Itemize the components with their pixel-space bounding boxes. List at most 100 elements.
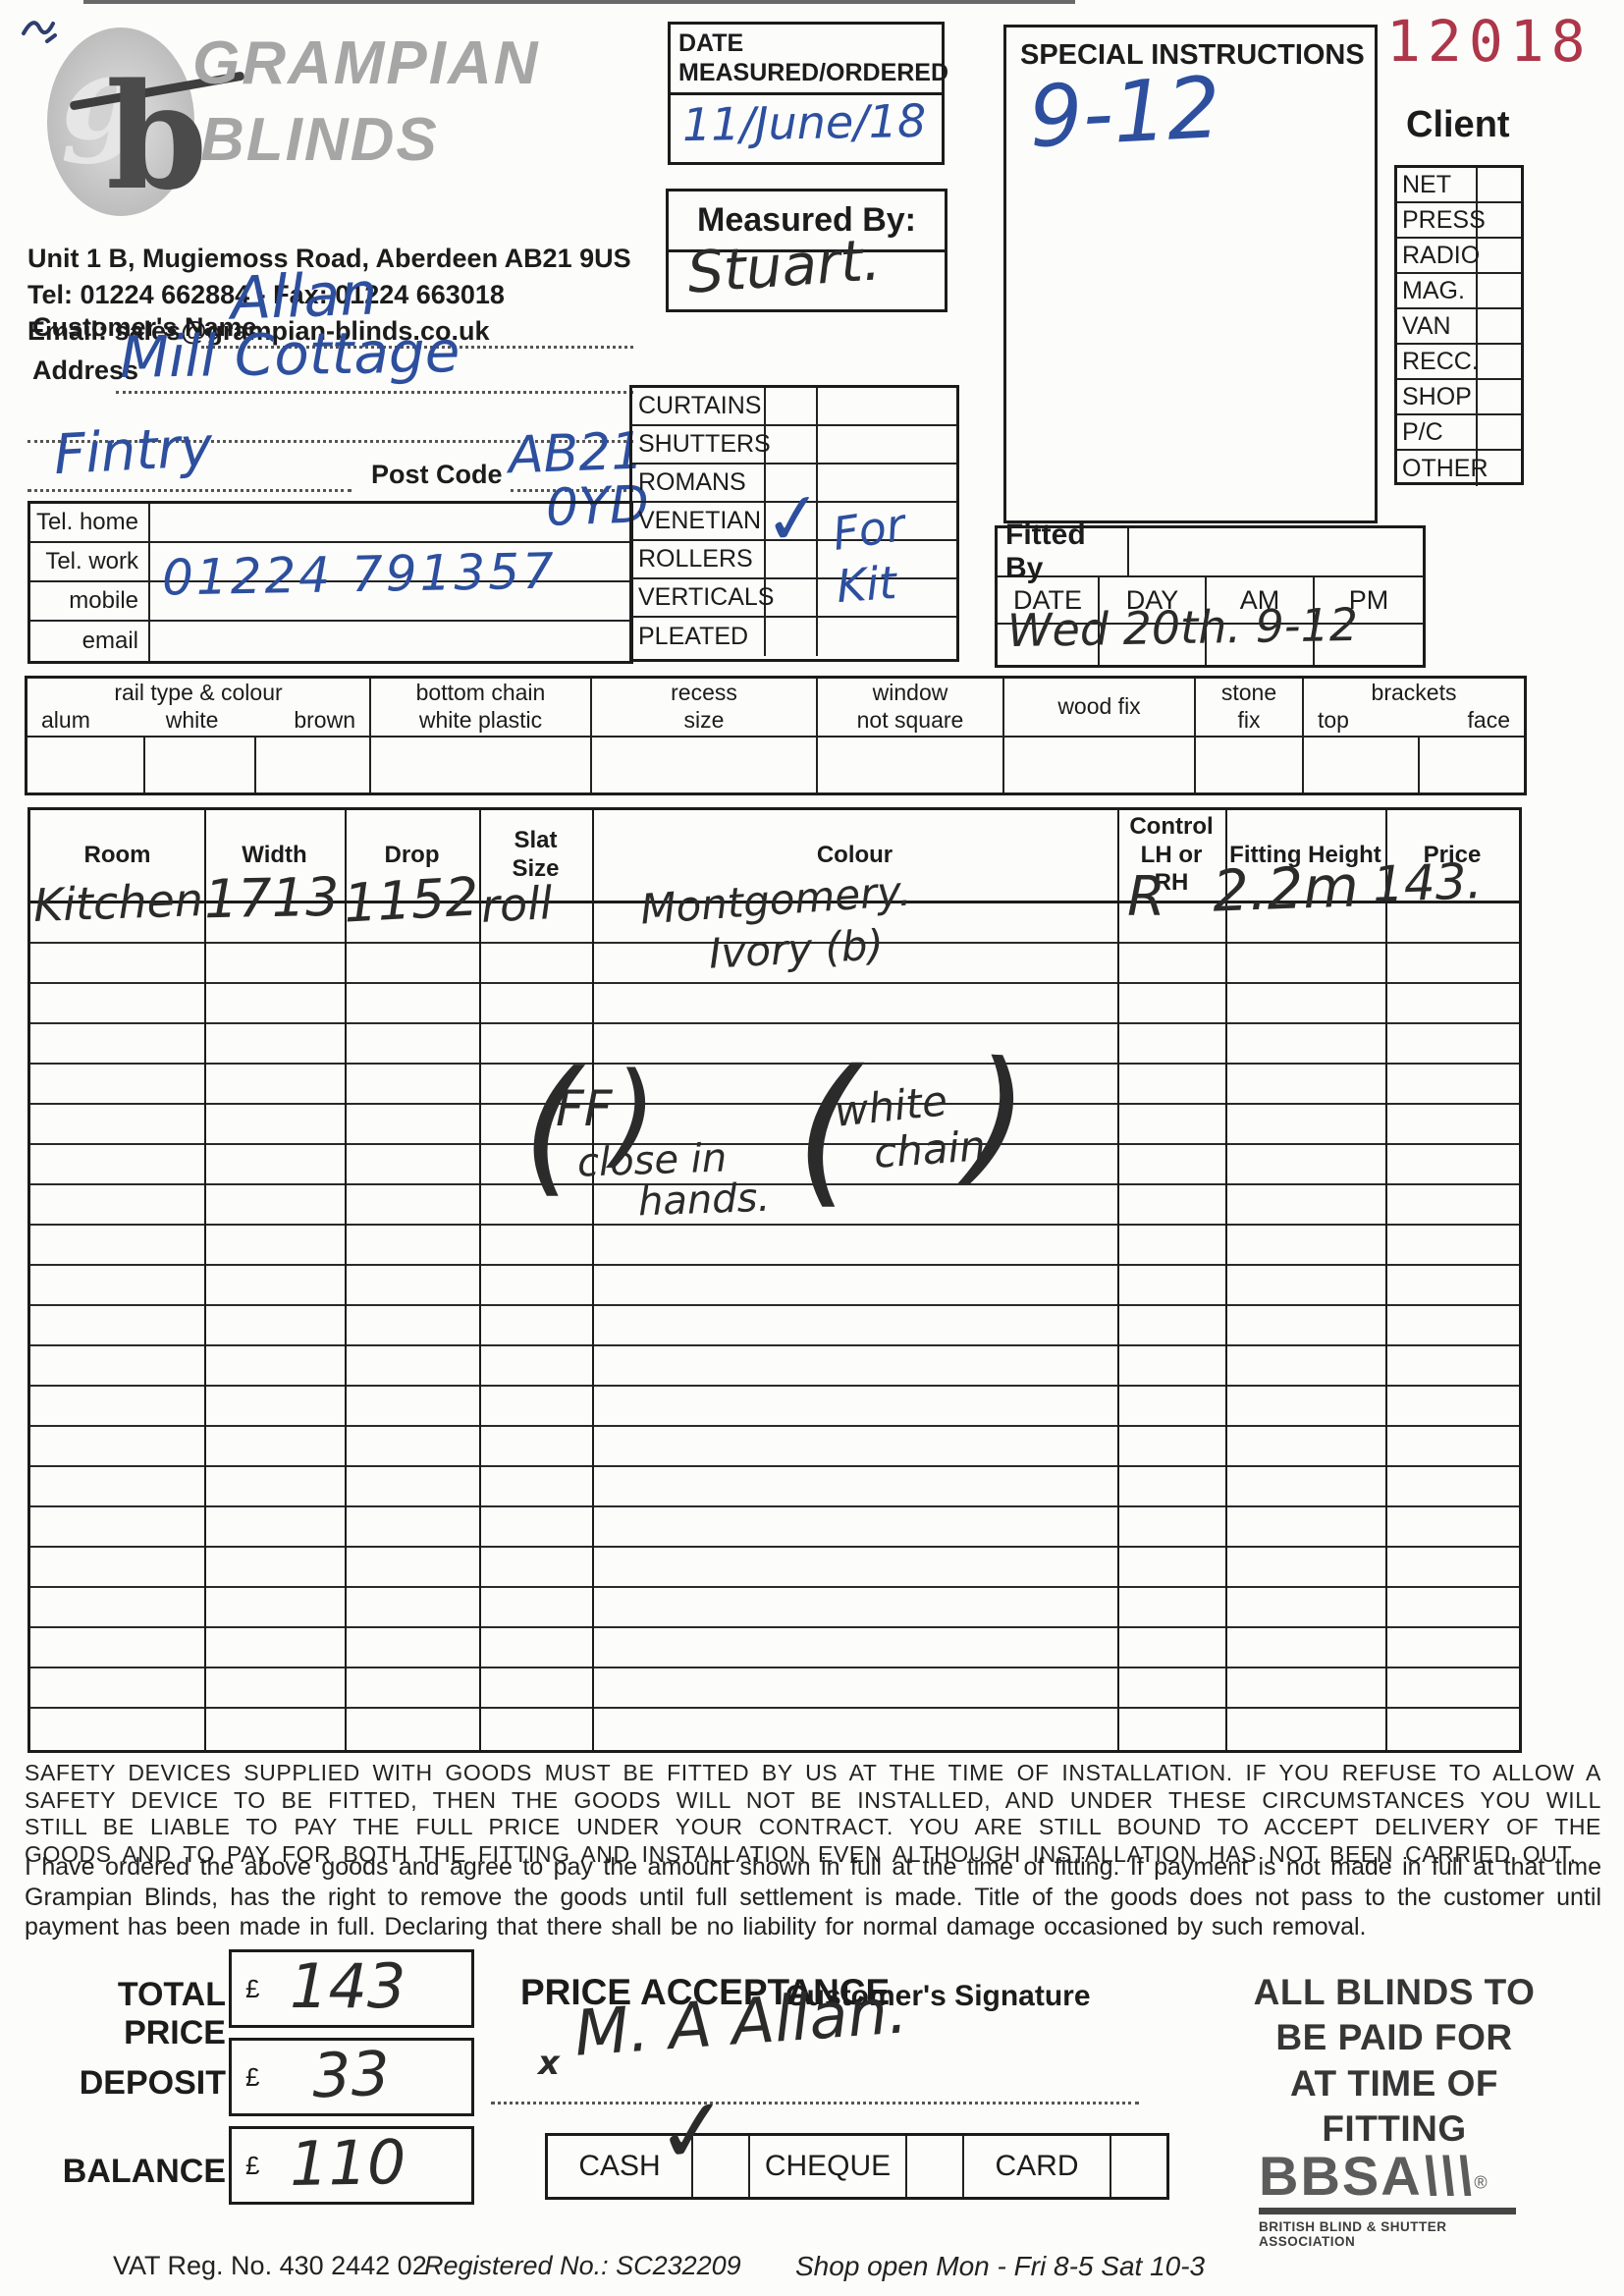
product-checkbox-curtains <box>766 388 818 424</box>
brackets-option-face: face <box>1467 707 1510 733</box>
contact-row-mobile: mobile <box>30 582 630 622</box>
contact-table: Tel. home Tel. work mobile email <box>27 501 633 664</box>
rail-type-value-row <box>27 738 369 793</box>
chain-note-close-paren: ) <box>965 1029 1033 1204</box>
client-label-van: VAN <box>1397 309 1478 343</box>
payment-notice-line4: FITTING <box>1322 2107 1467 2149</box>
order-table-vline <box>1225 810 1227 1750</box>
payment-label-cheque: CHEQUE <box>750 2136 907 2197</box>
rail-option-white: white <box>165 707 219 733</box>
balance-value: 110 <box>289 2125 406 2201</box>
order-header-price: Price <box>1423 841 1482 868</box>
product-row-romans: ROMANS <box>632 465 956 503</box>
address-line2-rule <box>27 440 633 443</box>
customer-name-value: Allan <box>229 259 379 334</box>
order-header-control: Control LH or RH <box>1129 812 1214 897</box>
order-table-vline <box>345 810 347 1750</box>
product-checkbox-romans <box>766 465 818 501</box>
fitted-by-value-day <box>1100 625 1207 665</box>
product-label-curtains: CURTAINS <box>632 388 766 424</box>
date-measured-label-line2: MEASURED/ORDERED <box>678 59 949 86</box>
order-table-vline <box>204 810 206 1750</box>
payment-method-strip: CASH CHEQUE CARD <box>545 2133 1169 2200</box>
address-line1-value: Mill Cottage <box>119 317 460 392</box>
order-header-drop: Drop <box>384 841 440 868</box>
stone-fix-header: stone fix <box>1196 679 1302 738</box>
payment-notice-line3: AT TIME OF <box>1290 2062 1498 2104</box>
wood-fix-header: wood fix <box>1004 679 1194 738</box>
order-header-room: Room <box>83 841 151 868</box>
signature-rule <box>491 2102 1139 2105</box>
total-price-box: £ <box>229 1949 474 2028</box>
product-label-shutters: SHUTTERS <box>632 426 771 463</box>
recess-line1: recess <box>671 680 737 706</box>
stone-fix-value-cell <box>1196 738 1302 793</box>
client-row-other: OTHER <box>1397 451 1521 486</box>
signature-x-mark: x <box>538 2044 560 2083</box>
address-line3-rule <box>27 489 352 492</box>
brackets-option-top: top <box>1318 707 1349 733</box>
client-label-shop: SHOP <box>1397 380 1478 413</box>
wood-fix-value-cell <box>1004 738 1194 793</box>
window-line2: not square <box>856 707 964 733</box>
product-label-romans: ROMANS <box>632 465 766 501</box>
client-checkbox-mag <box>1478 274 1521 307</box>
entry-control: R <box>1127 865 1165 929</box>
customer-signature-label: Customer's Signature <box>785 1980 1091 2012</box>
client-row-shop: SHOP <box>1397 380 1521 415</box>
fix-note-label: FF <box>556 1080 613 1137</box>
rail-option-alum: alum <box>41 707 90 733</box>
company-phone: Tel: 01224 662884 - Fax: 01224 663018 <box>27 280 505 309</box>
order-header-width: Width <box>242 841 307 868</box>
brackets-header: brackets top face <box>1304 679 1524 738</box>
client-label-mag: MAG. <box>1397 274 1478 307</box>
payment-label-cash: CASH <box>548 2136 693 2197</box>
fitted-by-columns-row: DATE DAY AM PM <box>998 577 1423 625</box>
total-price-value: 143 <box>290 1950 406 2022</box>
contact-label-mobile: mobile <box>30 582 150 620</box>
mobile-number-value: 01224 791357 <box>161 542 558 607</box>
option-rail-type: rail type & colour alum white brown <box>27 679 371 793</box>
company-address: Unit 1 B, Mugiemoss Road, Aberdeen AB21 … <box>27 244 631 273</box>
entry-slat-size: roll <box>479 876 554 933</box>
client-checkbox-net <box>1478 168 1521 201</box>
window-not-square-value-cell <box>818 738 1002 793</box>
form-number-stamp: 12018 <box>1386 8 1593 75</box>
brackets-top-cell <box>1304 738 1420 793</box>
rail-brown-cell <box>256 738 369 793</box>
chain-note-open-paren: ( <box>795 1035 859 1224</box>
bbsa-acronym: BBSA <box>1259 2145 1423 2207</box>
client-checkbox-press <box>1478 203 1521 237</box>
option-bottom-chain: bottom chain white plastic <box>371 679 592 793</box>
special-instructions-label: SPECIAL INSTRUCTIONS <box>1020 39 1365 71</box>
order-table-vline <box>592 810 594 1750</box>
option-window-not-square: window not square <box>818 679 1004 793</box>
fitted-by-value-date <box>998 625 1100 665</box>
rail-alum-cell <box>27 738 145 793</box>
measured-by-value: Stuart. <box>684 226 884 306</box>
footer-registered-number: Registered No.: SC232209 <box>424 2251 741 2280</box>
balance-box: £ <box>229 2126 474 2205</box>
rail-type-options: alum white brown <box>27 707 369 735</box>
contact-row-work: Tel. work <box>30 543 630 582</box>
client-checkbox-other <box>1478 451 1521 486</box>
bottom-chain-header: bottom chain white plastic <box>371 679 590 738</box>
brackets-value-row <box>1304 738 1524 793</box>
measured-by-box: Measured By: <box>666 189 947 312</box>
client-row-net: NET <box>1397 168 1521 203</box>
scan-artifact-top-line <box>83 0 1075 4</box>
order-header-fitting-height: Fitting Height <box>1229 841 1381 868</box>
date-measured-box: DATE MEASURED/ORDERED <box>668 22 949 165</box>
rollers-check-icon: ✓ <box>759 474 828 563</box>
client-label-other: OTHER <box>1397 451 1489 486</box>
payment-checkbox-card <box>1111 2136 1166 2197</box>
logo-letter-b: b <box>106 51 208 222</box>
bbsa-subtitle: BRITISH BLIND & SHUTTER ASSOCIATION <box>1259 2219 1447 2249</box>
product-row-pleated: PLEATED <box>632 618 956 656</box>
option-rail-type-header: rail type & colour alum white brown <box>27 679 369 738</box>
cheque-check-icon: ✓ <box>651 2076 734 2187</box>
terms-paragraph-1: SAFETY DEVICES SUPPLIED WITH GOODS MUST … <box>25 1760 1601 1867</box>
rail-option-brown: brown <box>294 707 355 733</box>
bbsa-slashes-icon: \\\ <box>1422 2145 1475 2207</box>
